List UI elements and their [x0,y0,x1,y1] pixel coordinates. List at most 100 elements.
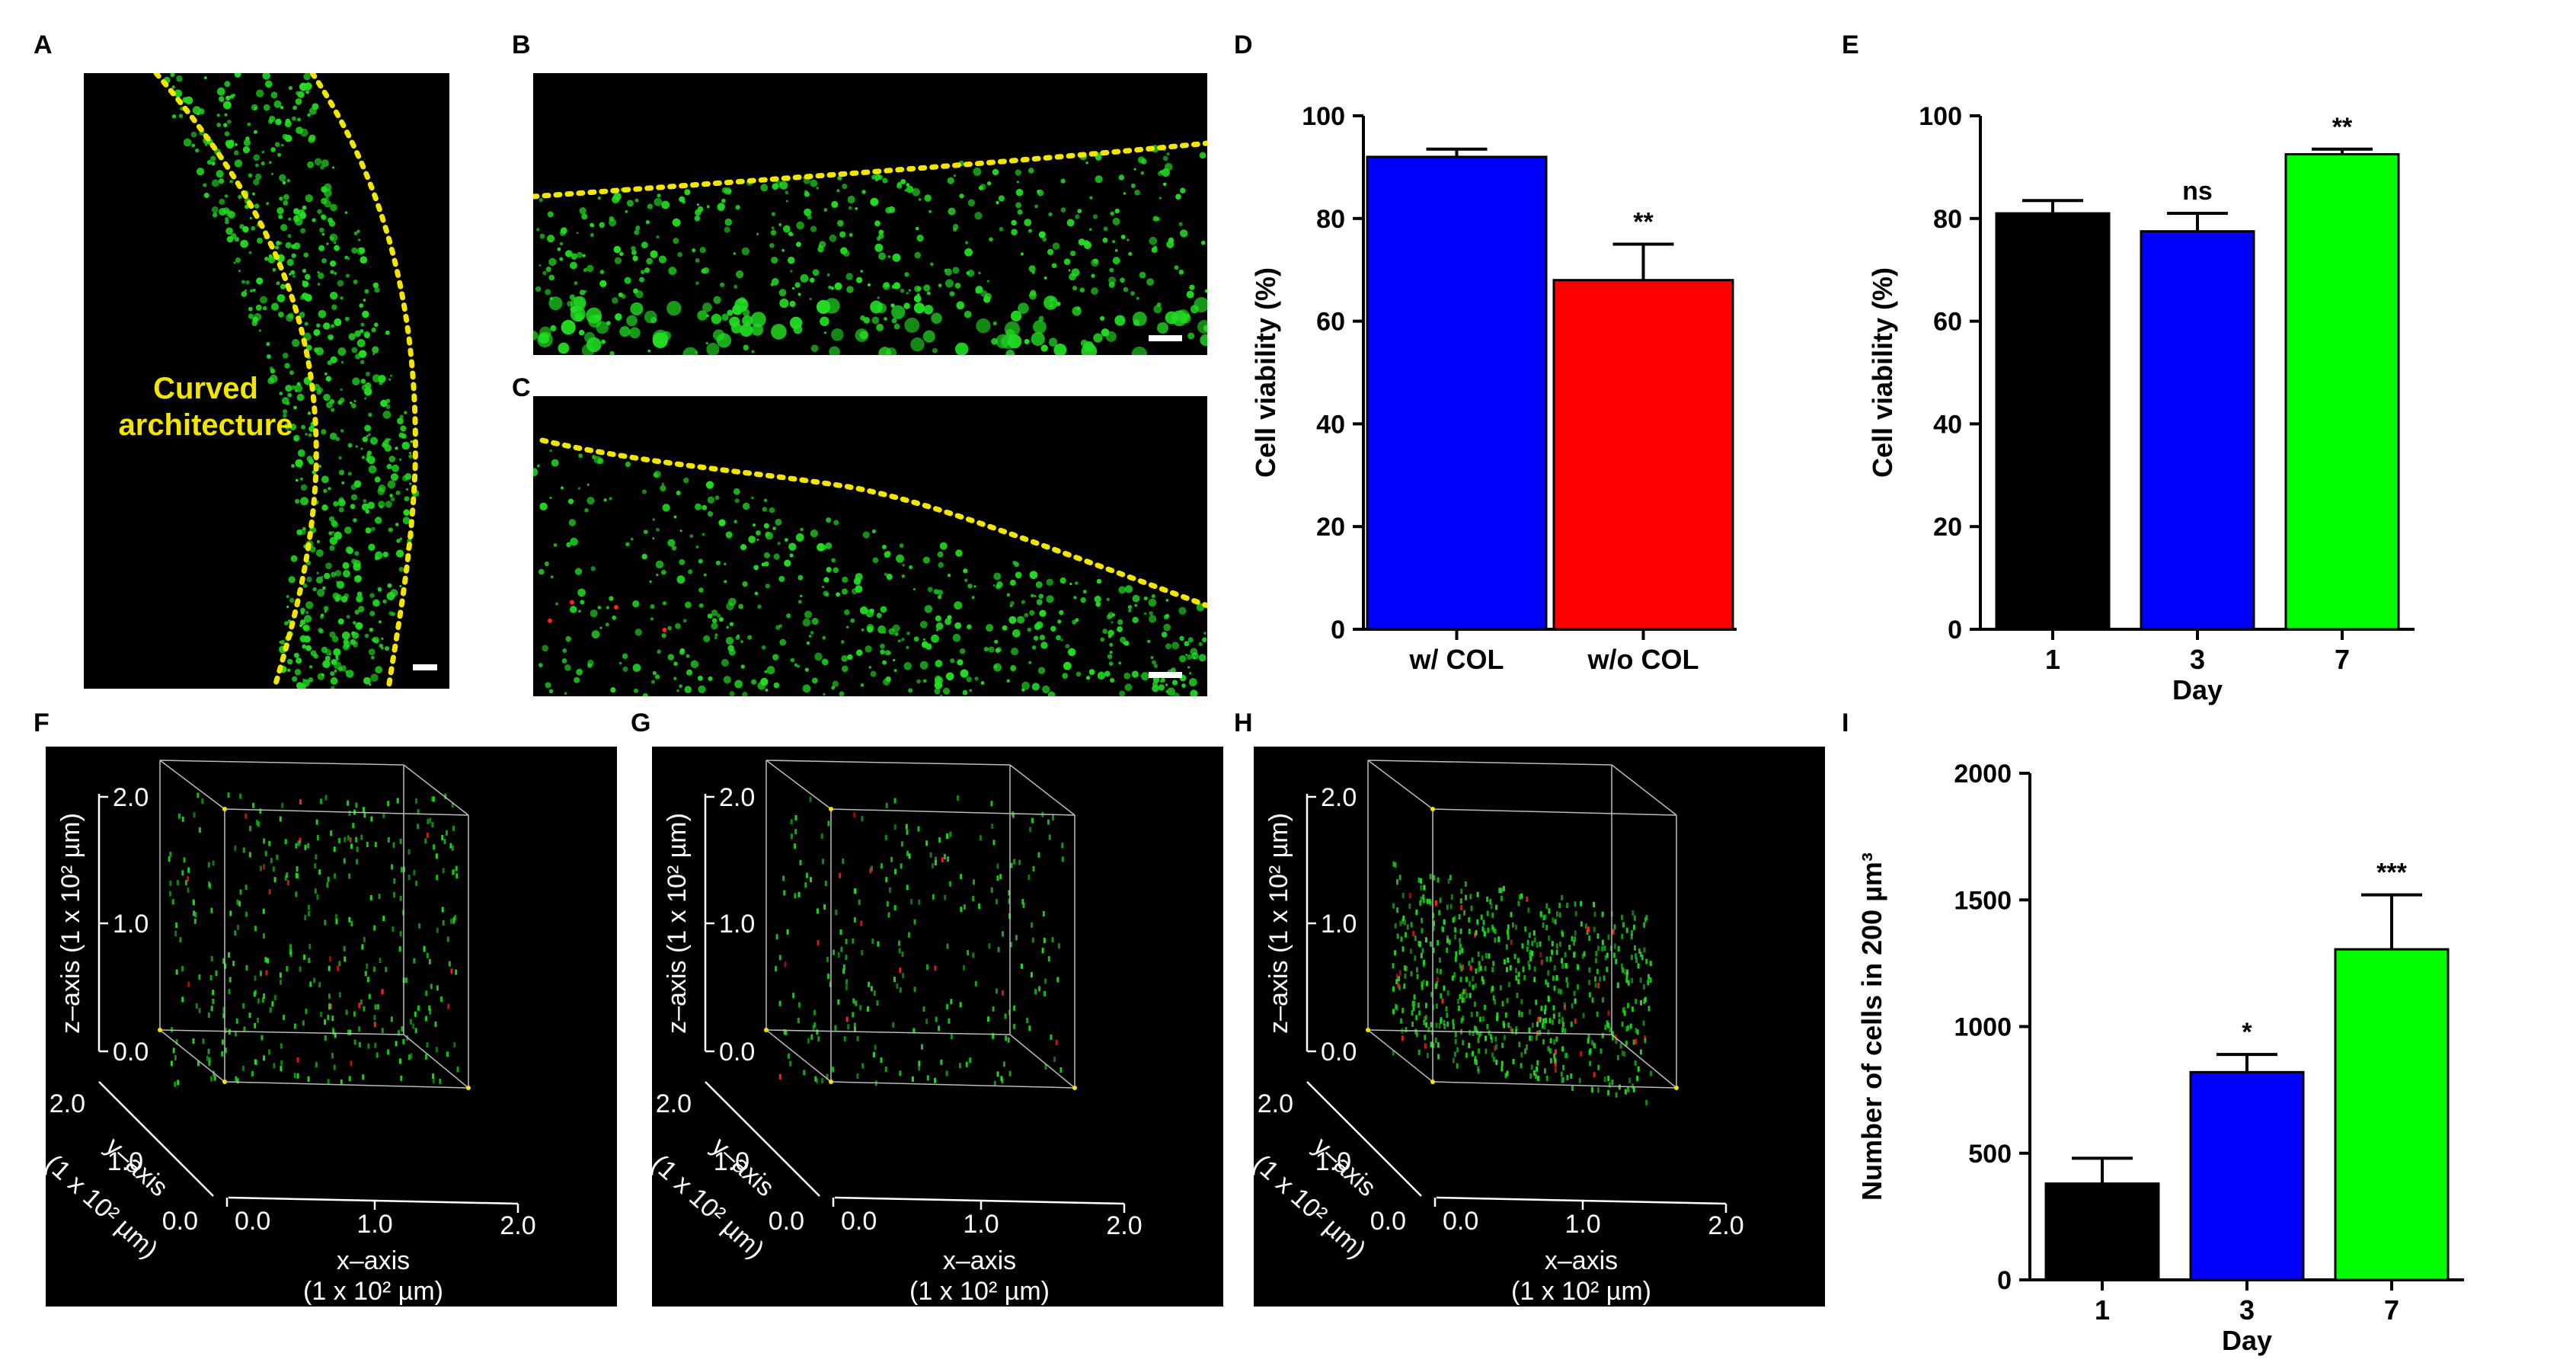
micrograph-b [533,73,1207,355]
live-cell-dot [1401,946,1405,952]
live-cell-dot [1549,956,1552,962]
cell-speckle [719,282,725,288]
live-cell-dot [334,913,337,920]
volume-render-g: 2.0 1.0 0.0 z–axis (1 x 10² µm) 2.0 1.0 0.0 y–a… [652,747,1223,1307]
live-cell-dot [834,1025,837,1031]
cell-speckle [645,219,650,225]
cell-speckle [312,587,317,592]
cell-speckle [649,580,652,584]
cell-speckle [871,529,877,534]
x-axis-line [834,1196,1125,1205]
live-cell-dot [1557,988,1560,994]
cell-speckle [613,192,622,201]
live-cell-dot [1517,900,1520,907]
cell-speckle [324,610,328,613]
cell-speckle [1128,251,1133,256]
cell-speckle [183,138,192,147]
cell-speckle [263,104,270,111]
cell-speckle [251,104,258,111]
cell-speckle [275,118,282,126]
cube-edge [224,808,469,816]
cell-speckle [269,366,273,370]
live-cell-dot [1524,926,1527,932]
cell-speckle [698,675,703,681]
live-cell-dot [1459,993,1462,1000]
boundary-line-b [533,140,1207,200]
live-cell-dot [1643,947,1646,953]
cell-speckle [1039,609,1047,617]
live-cell-dot [822,859,825,865]
cell-speckle [1187,637,1194,643]
live-cell-dot [1571,936,1574,942]
live-cell-dot [1435,1022,1438,1028]
live-cell-dot [1417,1003,1420,1009]
live-cell-dot [1635,1028,1638,1034]
live-cell-dot [1502,1021,1505,1027]
live-cell-dot [202,1038,205,1044]
cell-speckle [371,526,376,532]
cell-speckle [372,374,381,382]
live-cell-dot [269,1007,272,1013]
cell-speckle [232,93,236,98]
live-cell-dot [1611,1035,1614,1041]
cell-speckle [861,190,866,194]
live-cell-dot [1599,976,1602,982]
live-cell-dot [913,919,916,925]
live-cell-dot [1473,1025,1476,1032]
cell-speckle [1029,609,1035,616]
cube-edge [765,1029,832,1083]
live-cell-dot [253,991,256,997]
cube-edge [403,1034,469,1089]
cell-speckle [672,218,681,227]
cell-speckle [314,158,322,166]
micrograph-a-canvas [153,73,420,689]
live-cell-dot [399,838,402,844]
cell-speckle [1095,601,1101,607]
cell-speckle [317,270,320,274]
cell-speckle [881,544,887,550]
cell-speckle [344,211,348,214]
cell-speckle [833,520,839,526]
cell-speckle [631,537,634,541]
live-cell-dot [1461,948,1464,954]
dead-cell-dot [1510,1026,1513,1032]
live-cell-dot [1422,979,1425,985]
cell-speckle [1002,625,1008,631]
live-cell-dot [880,1057,883,1063]
cell-speckle [242,146,251,154]
cell-speckle [819,241,826,248]
volume-render-f: 2.0 1.0 0.0 z–axis (1 x 10² µm) 2.0 1.0 0.0 y–a… [46,747,617,1307]
cell-speckle [1093,333,1103,343]
live-cell-dot [1478,1016,1481,1022]
live-cell-dot [446,936,449,942]
cell-speckle [954,622,962,629]
cell-speckle [370,673,379,682]
live-cell-dot [1533,966,1536,972]
live-cell-dot [1421,984,1424,990]
cell-speckle [369,627,374,632]
cell-speckle [771,324,787,340]
cell-speckle [1085,676,1091,680]
live-cell-dot [307,904,310,910]
live-cell-dot [852,938,855,944]
cell-speckle [338,469,345,475]
live-cell-dot [1419,878,1422,884]
cell-speckle [328,217,334,223]
cell-speckle [804,610,813,619]
cell-speckle [855,277,863,283]
live-cell-dot [1398,984,1401,990]
live-cell-dot [337,837,340,843]
cell-speckle [238,270,241,273]
cell-speckle [370,655,375,660]
live-cell-dot [1630,933,1633,939]
cell-speckle [538,663,543,668]
cell-speckle [336,581,345,589]
cell-speckle [938,561,944,568]
live-cell-dot [1527,907,1530,913]
live-cell-dot [229,977,232,983]
live-cell-dot [1548,936,1551,942]
live-cell-dot [452,825,455,831]
live-cell-dot [906,884,909,891]
live-cell-dot [174,1081,177,1087]
